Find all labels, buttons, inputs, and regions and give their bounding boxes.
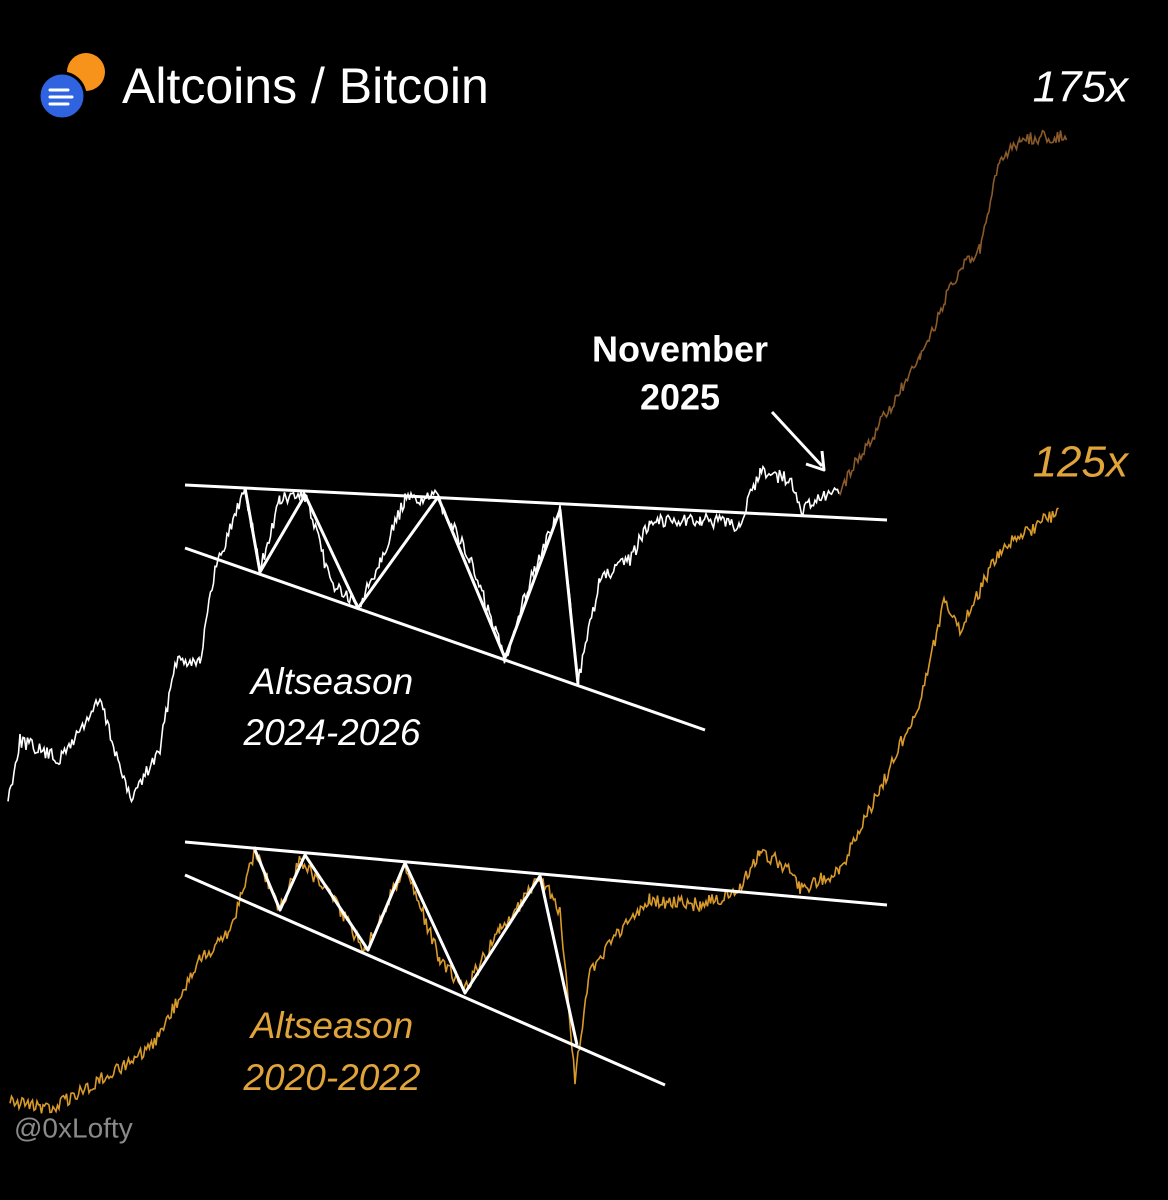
pattern-label: Altseason (249, 661, 414, 702)
logo (37, 53, 105, 121)
price-line (9, 507, 1059, 1114)
pattern-lines (184, 410, 888, 1087)
callout: 2025 (640, 377, 720, 418)
trendline (184, 483, 888, 522)
trendline (184, 840, 888, 907)
price-line (7, 464, 840, 804)
arrow-head (805, 450, 826, 472)
watermark: @0xLofty (14, 1112, 133, 1143)
price-line (839, 129, 1068, 496)
pattern-label: 2024-2026 (243, 712, 421, 753)
zigzag (243, 487, 580, 685)
trendline (184, 873, 666, 1087)
pattern-label: 2020-2022 (243, 1057, 421, 1098)
multiple-label: 175x (1033, 63, 1130, 112)
trendline (184, 546, 706, 732)
price-lines (7, 129, 1068, 1114)
callout: November (592, 329, 768, 370)
multiple-label: 125x (1033, 438, 1130, 487)
title: Altcoins / Bitcoin (122, 58, 489, 114)
pattern-label: Altseason (249, 1005, 414, 1046)
zigzag (253, 849, 579, 1046)
arrow (770, 410, 824, 468)
icon-glyph (48, 88, 74, 106)
